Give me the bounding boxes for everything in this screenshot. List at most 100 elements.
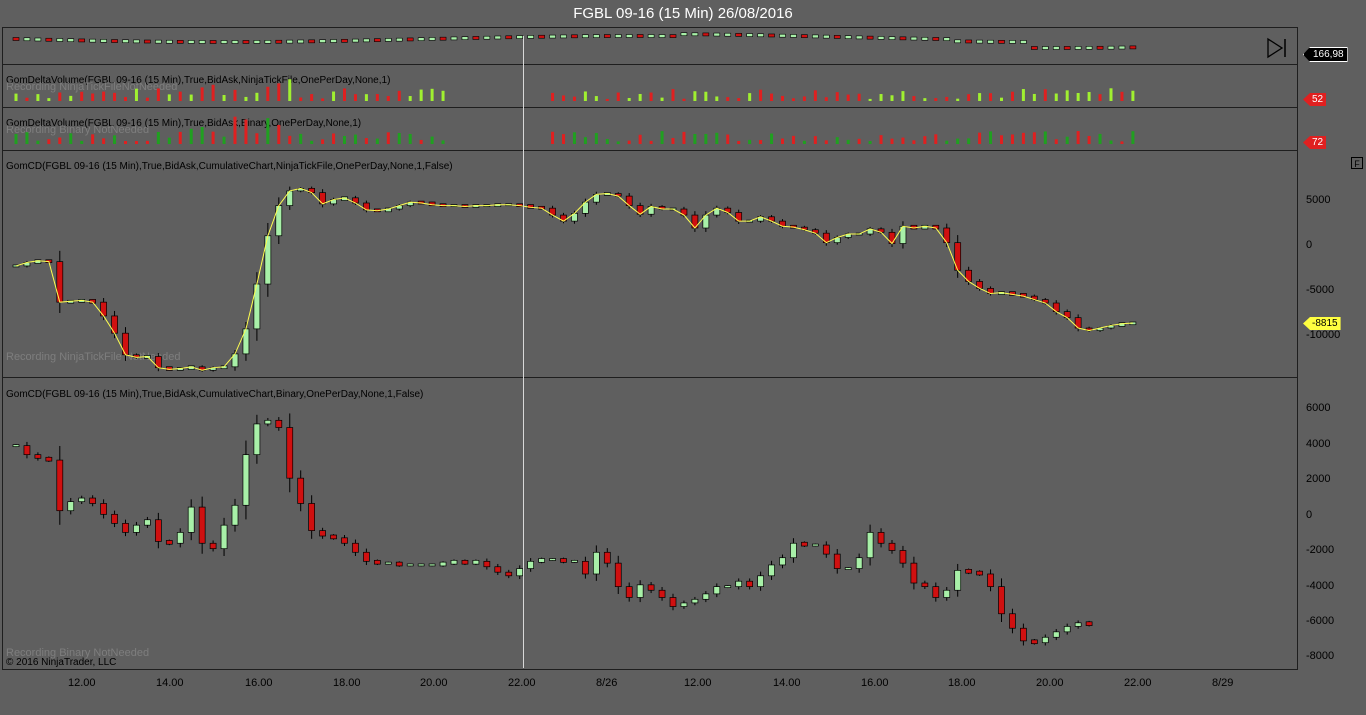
delta1-bar	[134, 88, 138, 101]
cd2-candle	[790, 542, 797, 559]
delta-volume-2-label: GomDeltaVolume(FGBL 09-16 (15 Min),True,…	[6, 118, 362, 129]
delta2-bar	[1021, 132, 1025, 144]
cd2-candle	[844, 567, 852, 570]
cd2-candle	[1074, 622, 1082, 627]
delta1-bar	[419, 89, 423, 101]
price-candle	[625, 34, 633, 38]
cd2-candle	[855, 557, 863, 569]
delta2-axis[interactable]: 72	[1298, 107, 1364, 151]
delta1-bar	[956, 98, 960, 101]
price-candle	[286, 39, 294, 44]
delta1-bar	[1043, 89, 1047, 101]
cd2-candle	[23, 445, 31, 456]
delta1-axis[interactable]: 52	[1298, 64, 1364, 108]
price-candle	[122, 39, 129, 44]
price-candle	[45, 37, 53, 42]
delta2-bar	[14, 133, 18, 144]
cd2-candle	[12, 444, 20, 447]
cd2-candle	[724, 585, 732, 588]
delta1-bar	[737, 98, 741, 101]
cd1-tick: -10000	[1306, 329, 1341, 341]
time-axis-label: 18.00	[948, 677, 976, 689]
delta2-bar	[594, 133, 598, 144]
cd2-candle	[461, 559, 469, 565]
delta2-bar	[1000, 135, 1003, 144]
delta1-bar	[156, 88, 160, 101]
delta2-last-tag: 72	[1303, 136, 1327, 149]
cd1-tick: 5000	[1306, 194, 1331, 206]
delta1-bar	[562, 95, 565, 101]
price-candle	[516, 35, 524, 39]
delta2-bar	[802, 140, 806, 144]
delta2-bar	[145, 140, 149, 144]
delta2-bar	[989, 131, 993, 144]
delta1-bar	[25, 97, 29, 101]
price-candle	[1020, 40, 1027, 44]
delta1-bar	[353, 94, 357, 101]
cd2-candle	[713, 586, 721, 595]
cd2-candle	[833, 553, 841, 569]
delta1-bar	[200, 87, 204, 101]
skip-to-end-icon[interactable]	[1266, 37, 1288, 59]
cd1-axis[interactable]: 5000 0 -5000 -10000 -8815	[1298, 150, 1364, 378]
delta2-bar	[69, 133, 73, 144]
delta1-bar	[288, 79, 292, 101]
cd2-candle	[702, 593, 710, 600]
price-candle	[450, 36, 458, 41]
cd1-candle	[12, 264, 20, 268]
delta2-bar	[91, 134, 95, 144]
price-axis[interactable]: 166,98	[1298, 27, 1364, 65]
delta2-bar	[364, 138, 368, 144]
price-candle	[1052, 46, 1060, 50]
delta1-bar	[989, 93, 993, 101]
delta1-bar	[627, 98, 631, 101]
cd2-candle	[505, 571, 513, 577]
cd2-candle	[472, 559, 480, 565]
cd2-candle	[636, 584, 644, 598]
delta1-bar	[255, 92, 259, 101]
time-axis-label: 16.00	[245, 677, 273, 689]
cumulative-delta-panel-2[interactable]: GomCD(FGBL 09-16 (15 Min),True,BidAsk,Cu…	[2, 377, 1298, 670]
delta2-bar	[737, 141, 741, 144]
price-candle	[801, 34, 808, 38]
price-candle	[1042, 46, 1049, 50]
cd2-tick: 6000	[1306, 402, 1331, 414]
cd2-candle	[330, 534, 337, 540]
cd2-candle	[286, 427, 294, 479]
cd1-line	[15, 187, 1133, 371]
cd2-candle	[669, 597, 677, 607]
price-candle	[330, 39, 337, 43]
delta2-bar	[1120, 141, 1124, 144]
cd2-candle	[1085, 621, 1093, 626]
price-candle	[1096, 45, 1104, 50]
delta2-bar	[25, 132, 29, 144]
cd2-axis[interactable]: 6000 4000 2000 0 -2000 -4000 -6000 -8000	[1298, 377, 1364, 670]
cd2-candle	[319, 530, 326, 537]
delta2-bar	[200, 127, 204, 144]
price-candle	[866, 35, 874, 40]
price-candle	[1063, 46, 1071, 50]
delta1-bar	[364, 94, 368, 101]
delta1-bar	[704, 91, 708, 101]
delta2-bar	[80, 140, 84, 144]
delta1-bar	[879, 94, 883, 101]
cd2-candle	[768, 564, 775, 577]
cd2-candle	[406, 563, 414, 567]
delta2-bar	[682, 131, 686, 144]
price-candle	[571, 34, 578, 39]
delta2-bar	[923, 136, 927, 144]
cd2-candle	[1041, 636, 1049, 644]
cd2-candle	[877, 532, 885, 544]
delta1-bar	[124, 97, 127, 101]
price-candle	[417, 37, 425, 41]
delta1-bar	[781, 95, 784, 101]
price-candle	[658, 34, 666, 38]
delta1-bar	[233, 89, 237, 101]
f-button[interactable]: F	[1351, 157, 1363, 169]
cd2-candle	[746, 580, 754, 587]
price-candle	[998, 40, 1005, 44]
delta1-bar	[58, 92, 62, 101]
delta1-bar	[222, 95, 226, 101]
price-candle	[680, 32, 688, 37]
cd2-candle	[1009, 613, 1016, 629]
